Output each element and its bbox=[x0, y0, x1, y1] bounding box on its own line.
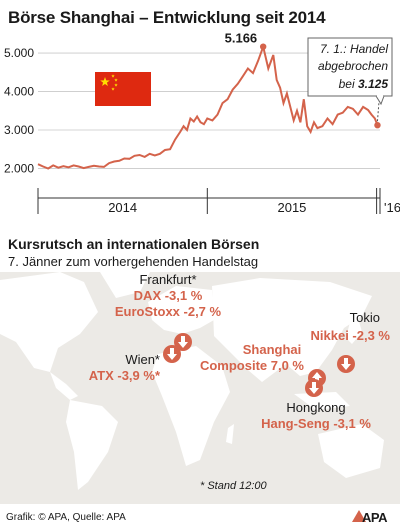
flag-star-0 bbox=[100, 77, 110, 87]
china-flag-stars bbox=[100, 74, 118, 91]
section-subtitle: 7. Jänner zum vorhergehenden Handelstag bbox=[8, 254, 259, 269]
arrow-tokio bbox=[337, 355, 355, 373]
land-asia bbox=[212, 278, 372, 382]
y-axis-ticks: 2.000 3.000 4.000 5.000 bbox=[4, 46, 34, 175]
hongkong-hangseng: Hang-Seng -3,1 % bbox=[261, 416, 371, 431]
land-australia bbox=[318, 424, 384, 478]
land-africa bbox=[152, 346, 230, 466]
annotation-line-1: 7. 1.: Handel bbox=[320, 42, 388, 56]
y-tick-label-1: 3.000 bbox=[4, 123, 34, 137]
arrow-frankfurt bbox=[163, 345, 181, 363]
land-greenland bbox=[100, 272, 150, 298]
series-line-shanghai-composite bbox=[37, 43, 379, 170]
shanghai-composite: Composite 7,0 % bbox=[199, 358, 304, 373]
arrow-wien bbox=[174, 333, 192, 351]
shanghai-line-chart: 2.000 3.000 4.000 5.000 5.166 7. 1.: Handel… bbox=[4, 31, 400, 215]
annotation-line-3: bei 3.125 bbox=[339, 77, 389, 91]
flag-star-4 bbox=[111, 87, 115, 91]
china-flag-field bbox=[95, 72, 151, 106]
flag-star-3 bbox=[114, 83, 118, 87]
wien-atx: ATX -3,9 %* bbox=[88, 368, 160, 383]
frankfurt-city: Frankfurt* bbox=[139, 272, 197, 287]
last-point bbox=[374, 121, 381, 129]
wien-city: Wien* bbox=[125, 352, 160, 367]
land-north-america bbox=[0, 272, 98, 372]
world-map: Frankfurt* DAX -3,1 % EuroStoxx -2,7 % W… bbox=[0, 272, 400, 504]
land-europe bbox=[148, 286, 214, 334]
land-central-america bbox=[50, 372, 78, 400]
land-masses bbox=[0, 272, 384, 490]
chart-title: Börse Shanghai – Entwicklung seit 2014 bbox=[8, 8, 326, 27]
apa-logo: APA bbox=[352, 508, 392, 526]
annotation-line-2: abgebrochen bbox=[318, 59, 388, 73]
peak-point bbox=[259, 43, 267, 50]
land-south-america bbox=[66, 400, 118, 490]
annotation-line-3-prefix: bei bbox=[339, 77, 358, 91]
tokio-nikkei: Nikkei -2,3 % bbox=[310, 328, 391, 343]
x-tick-label-1: 2015 bbox=[277, 200, 306, 215]
land-madagascar bbox=[226, 424, 234, 444]
y-tick-label-0: 2.000 bbox=[4, 161, 34, 175]
annotation-box: 7. 1.: Handel abgebrochen bei 3.125 bbox=[307, 37, 393, 106]
land-japan bbox=[346, 318, 362, 344]
peak-label: 5.166 bbox=[225, 31, 258, 46]
stand-note: * Stand 12:00 bbox=[200, 480, 267, 492]
x-tick-label-2: '16 bbox=[384, 200, 400, 215]
china-flag bbox=[95, 72, 151, 106]
x-axis: 2014 2015 '16 bbox=[37, 188, 400, 215]
section-title: Kursrutsch an internationalen Börsen bbox=[8, 236, 260, 252]
land-indonesia bbox=[294, 392, 350, 410]
x-tick-label-0: 2014 bbox=[108, 200, 137, 215]
shanghai-name: Shanghai bbox=[242, 342, 302, 357]
arrow-hongkong bbox=[305, 379, 323, 397]
y-tick-label-2: 4.000 bbox=[4, 85, 34, 99]
footer-credit: Grafik: © APA, Quelle: APA bbox=[6, 512, 126, 523]
frankfurt-eurostoxx: EuroStoxx -2,7 % bbox=[114, 304, 222, 319]
y-tick-label-3: 5.000 bbox=[4, 46, 34, 60]
flag-star-2 bbox=[114, 78, 118, 82]
market-arrows bbox=[163, 333, 355, 397]
world-map-svg bbox=[0, 272, 384, 490]
frankfurt-dax: DAX -3,1 % bbox=[133, 288, 203, 303]
flag-star-1 bbox=[111, 74, 115, 78]
apa-logo-text: APA bbox=[362, 510, 387, 525]
hongkong-city: Hongkong bbox=[286, 400, 346, 415]
annotation-last-value: 3.125 bbox=[358, 77, 388, 91]
tokio-city: Tokio bbox=[349, 310, 380, 325]
apa-logo-triangle bbox=[352, 510, 366, 522]
